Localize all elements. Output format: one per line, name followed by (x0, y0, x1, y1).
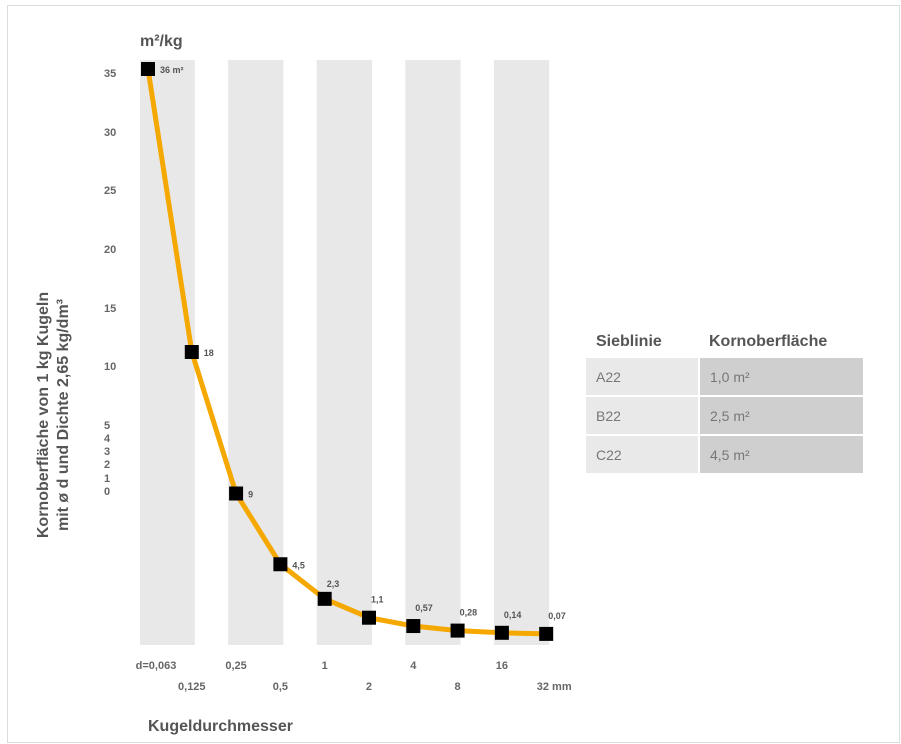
x-tick-label: 4 (410, 660, 417, 672)
background-bands (140, 60, 550, 645)
data-points (141, 62, 554, 641)
data-labels: 36 m² 18 9 4,5 2,3 1,1 0,57 0,28 0,14 0,07 (160, 65, 566, 621)
chart-frame (7, 5, 900, 743)
y-unit-label: m²/kg (140, 33, 183, 50)
data-point (141, 62, 155, 76)
y-axis-title-line2: mit ø d und Dichte 2,65 kg/dm³ (55, 299, 72, 531)
data-point (317, 591, 332, 606)
series-line (145, 68, 547, 637)
background-band (405, 60, 461, 645)
y-tick-label: 4 (104, 433, 111, 445)
data-point (406, 619, 421, 634)
y-tick-label: 5 (104, 420, 110, 432)
data-label: 36 m² (160, 65, 184, 75)
y-axis-title-line1: Kornoberfläche von 1 kg Kugeln (35, 292, 52, 538)
data-point (184, 345, 199, 359)
data-label: 2,3 (327, 579, 340, 589)
data-point (539, 626, 554, 641)
x-tick-label: 0,5 (273, 681, 288, 693)
background-band (316, 60, 372, 645)
header-kornoberflaeche: Kornoberflä­che (709, 333, 828, 350)
data-label: 0,14 (504, 610, 522, 620)
y-tick-label: 2 (104, 459, 110, 471)
data-point (450, 623, 465, 638)
data-point (361, 610, 376, 625)
x-axis-title: Kugeldurchmesser (148, 718, 293, 735)
data-label: 0,28 (460, 608, 478, 618)
data-label: 0,07 (548, 611, 566, 621)
table-header-row: Sieblinie Kornoberflä­che (586, 325, 863, 358)
table-cell-kornoberflaeche: 4,5 m² (698, 435, 863, 475)
data-point (494, 625, 509, 640)
y-tick-label: 0 (104, 486, 110, 498)
table-row: A22 1,0 m² (586, 358, 863, 397)
data-label: 18 (204, 348, 214, 358)
y-tick-label: 20 (104, 244, 116, 256)
y-tick-label: 1 (104, 473, 110, 485)
data-label: 1,1 (371, 595, 384, 605)
table-row: B22 2,5 m² (586, 396, 863, 436)
data-point (273, 557, 288, 572)
y-tick-label: 35 (104, 68, 116, 80)
y-tick-label: 3 (104, 446, 110, 458)
background-band (493, 60, 550, 645)
y-axis-title: Kornoberfläche von 1 kg Kugeln mit ø d u… (35, 292, 72, 538)
sieve-line-table: Sieblinie Kornoberflä­che A22 1,0 m² B22… (586, 325, 863, 475)
x-tick-label: 0,25 (225, 660, 246, 672)
header-sieblinie: Sieblinie (596, 333, 662, 350)
background-band (228, 60, 284, 645)
data-point (229, 486, 244, 501)
x-tick-label: 8 (455, 681, 461, 693)
x-tick-label: d=0,063 (136, 660, 177, 672)
data-label: 0,57 (415, 603, 433, 613)
x-tick-label: 0,125 (178, 681, 206, 693)
data-label: 9 (248, 490, 253, 500)
table-cell-kornoberflaeche: 2,5 m² (698, 396, 863, 436)
x-tick-label: 2 (366, 681, 372, 693)
table-cell-sieblinie: C22 (586, 435, 699, 475)
table-cell-sieblinie: A22 (586, 358, 699, 397)
table-row: C22 4,5 m² (586, 435, 863, 475)
table-cell-kornoberflaeche: 1,0 m² (698, 358, 863, 397)
data-label: 4,5 (292, 560, 305, 570)
y-tick-label: 15 (104, 303, 116, 315)
x-tick-label: 32 mm (537, 681, 572, 693)
x-tick-label: 1 (322, 660, 328, 672)
y-tick-label: 25 (104, 185, 116, 197)
y-tick-label: 30 (104, 127, 116, 139)
table-cell-sieblinie: B22 (586, 396, 699, 436)
y-tick-label: 10 (104, 361, 116, 373)
x-tick-label: 16 (496, 660, 508, 672)
